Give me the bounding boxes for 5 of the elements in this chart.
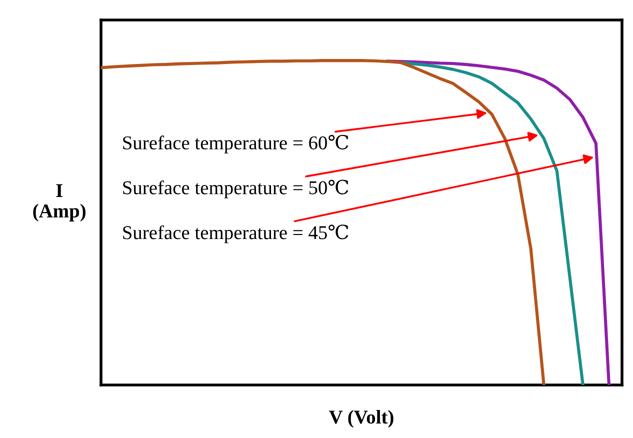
annotation: Sureface temperature = 60℃ bbox=[123, 134, 348, 154]
y-axis-title: I (Amp) bbox=[33, 184, 86, 222]
x-axis-title: V (Volt) bbox=[329, 410, 394, 428]
annotation: Sureface temperature = 45℃ bbox=[123, 224, 348, 244]
annotation: Sureface temperature = 50℃ bbox=[123, 180, 348, 198]
